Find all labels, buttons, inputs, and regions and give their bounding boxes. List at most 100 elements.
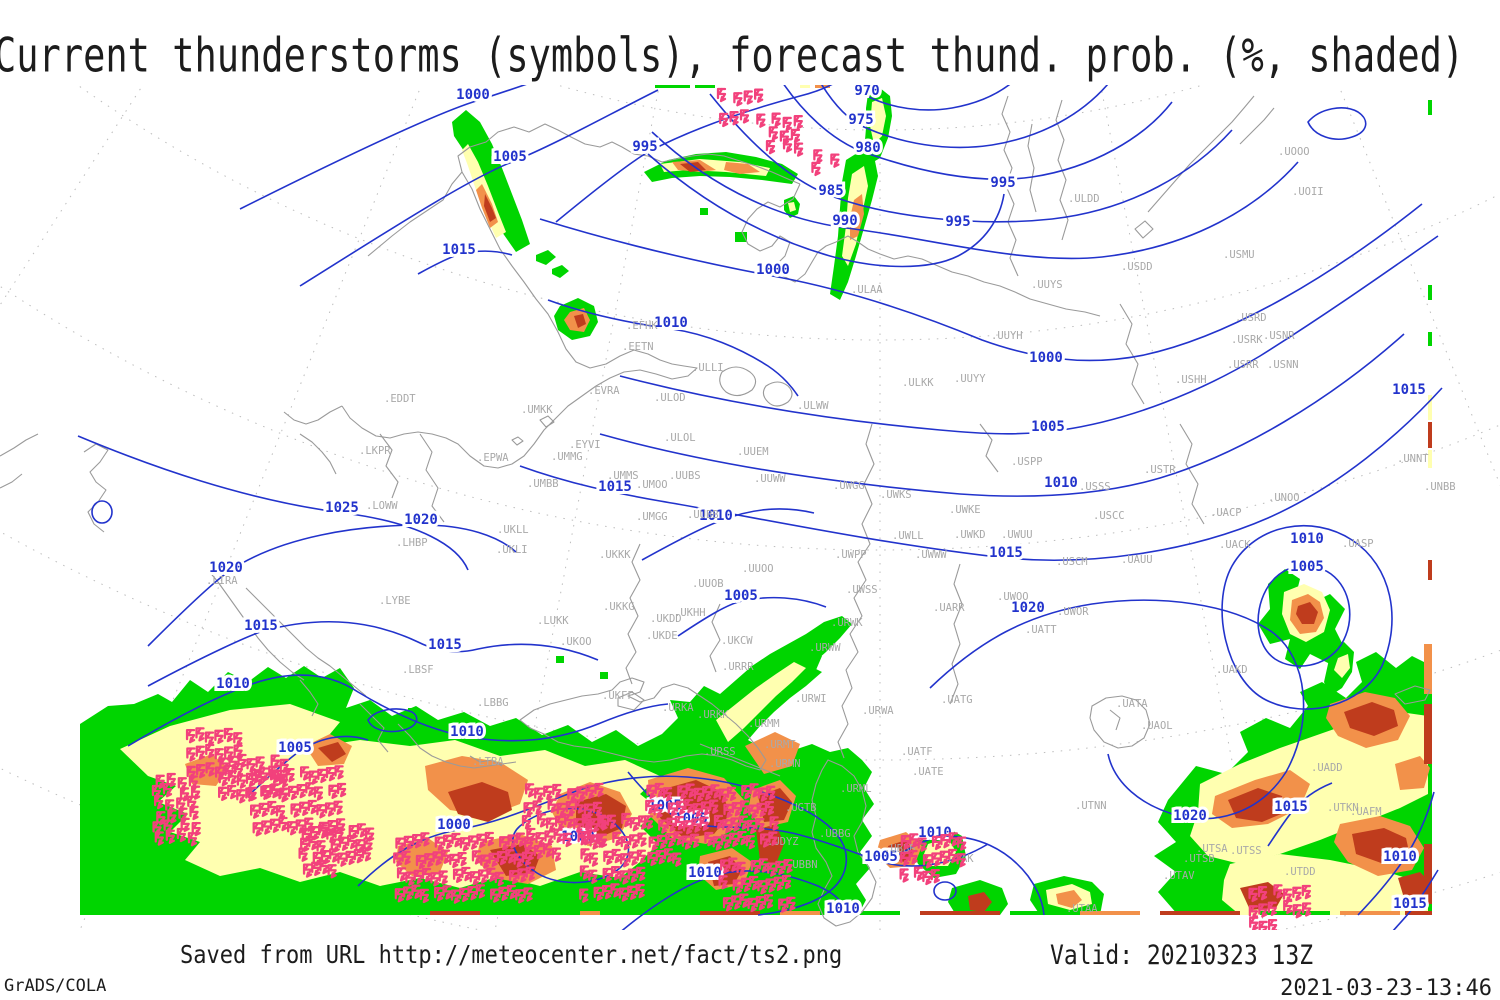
station-code: .UUEM	[737, 446, 769, 458]
station-code: .USRD	[1235, 312, 1267, 324]
station-code: .LIRA	[206, 575, 238, 587]
station-code: .ULLI	[692, 362, 724, 374]
timestamp-text: 2021-03-23-13:46	[1280, 976, 1492, 1000]
thunderstorm-symbol	[811, 161, 821, 177]
thunderstorm-symbol	[782, 116, 792, 132]
thunderstorm-symbol	[1258, 920, 1268, 930]
station-code: .LKPR	[359, 445, 391, 457]
station-code: .EPWA	[477, 452, 509, 464]
isobar-label: 1015	[442, 242, 476, 258]
station-code: .URMT	[764, 739, 796, 751]
station-code: .UWGG	[833, 480, 865, 492]
station-code: .UTKN	[1327, 802, 1359, 814]
thunderstorm-symbol	[1249, 916, 1259, 930]
station-code: .USCM	[1056, 556, 1088, 568]
isobar-label: 1015	[1392, 382, 1426, 398]
thunderstorm-symbol	[743, 90, 753, 105]
station-code: .UWWW	[915, 549, 947, 561]
station-code: .UWUU	[1001, 529, 1033, 541]
station-code: .UARR	[933, 602, 965, 614]
station-code: .ULAA	[851, 284, 883, 296]
station-code: .USNN	[1267, 359, 1299, 371]
isobar-label: 1020	[404, 512, 438, 528]
grads-credit-text: GrADS/COLA	[4, 976, 107, 996]
station-code: .URRR	[722, 661, 754, 673]
isobar-label-layer: 1000 1005 995 970 975 980 985 990 995 995 1015 1000…	[206, 85, 1430, 920]
station-code: .UKDE	[646, 630, 678, 642]
station-code: .UAUU	[1121, 554, 1153, 566]
station-code: .UNNT	[1397, 453, 1429, 465]
isobar-label: 1015	[1393, 896, 1427, 912]
station-code: .UWKD	[954, 529, 986, 541]
station-code: .LUKK	[537, 615, 569, 627]
station-code: .EETN	[622, 341, 654, 353]
isobar-label: 1005	[864, 849, 898, 865]
thunderstorm-symbol	[754, 88, 764, 103]
station-code: .ULOL	[664, 432, 696, 444]
station-code: .USRR	[1227, 359, 1259, 371]
station-code: .USRK	[1231, 334, 1263, 346]
shading-domain-edge	[360, 85, 1432, 915]
thunderstorm-symbol	[756, 113, 766, 128]
station-code: .UWOR	[1057, 606, 1089, 618]
thunderstorm-symbol	[913, 866, 924, 881]
station-code: .UMMS	[607, 470, 639, 482]
station-code: .EVRA	[588, 385, 620, 397]
coastline-layer	[0, 95, 1431, 927]
station-code: .USDD	[1121, 261, 1153, 273]
isobar-label: 1000	[437, 817, 471, 833]
station-code: .URSS	[704, 746, 736, 758]
weather-map: 1000 1005 995 970 975 980 985 990 995 995 1015 1000…	[0, 85, 1500, 930]
thunderstorm-symbol	[1267, 919, 1278, 930]
station-code: .UACP	[1210, 507, 1242, 519]
station-code: .UKCW	[721, 635, 753, 647]
station-code: .UAFM	[1350, 806, 1382, 818]
station-code: .ULKK	[902, 377, 934, 389]
station-code: .UKKG	[603, 601, 635, 613]
thunderstorm-symbol	[899, 868, 909, 883]
thunderstorm-symbol	[771, 112, 781, 127]
station-code: .UKKK	[599, 549, 631, 561]
isobar-label: 990	[832, 213, 857, 229]
station-code: .UWKE	[949, 504, 981, 516]
station-code: .UATF	[901, 746, 933, 758]
isobar-label: 1000	[1029, 350, 1063, 366]
isobar-label: 1015	[598, 479, 632, 495]
station-code: .USHH	[1175, 374, 1207, 386]
isobar-label: 1005	[1290, 559, 1324, 575]
station-code: .UACK	[1219, 539, 1251, 551]
isobar-label: 1010	[216, 676, 250, 692]
thunderstorm-symbol	[793, 115, 803, 130]
station-code: .UTSS	[1230, 845, 1262, 857]
station-code: .UGTB	[785, 802, 817, 814]
station-code: .URWK	[831, 617, 863, 629]
isobar-label: 1005	[724, 588, 758, 604]
station-code: .URKK	[697, 709, 729, 721]
station-code: .UWSS	[846, 584, 878, 596]
thunderstorm-symbol	[765, 139, 776, 155]
station-code: .URWI	[795, 693, 827, 705]
thunderstorm-symbol	[782, 138, 793, 153]
station-code: .UUBB	[687, 509, 719, 521]
valid-time-text: Valid: 20210323 13Z	[1050, 941, 1314, 971]
station-code: .UUOO	[742, 563, 774, 575]
station-code: .UKLL	[497, 524, 529, 536]
isobar-label: 980	[855, 140, 880, 156]
isobar-label: 970	[854, 85, 879, 99]
thunderstorm-symbol	[733, 92, 743, 107]
station-code: .UNBB	[1424, 481, 1456, 493]
thunderstorm-symbol	[790, 128, 801, 144]
station-code: .UTSB	[1183, 853, 1215, 865]
station-code: .USCC	[1093, 510, 1125, 522]
station-code: .UMOO	[636, 479, 668, 491]
thunderstorm-symbol	[793, 142, 804, 157]
station-code: .UADD	[1311, 762, 1343, 774]
station-code: .UAOL	[1141, 720, 1173, 732]
station-code: .UBBB	[884, 843, 916, 855]
isobar-label: 1025	[325, 500, 359, 516]
isobar-label: 1005	[1031, 419, 1065, 435]
isobar-label: 1010	[1290, 531, 1324, 547]
station-code: .LBBG	[477, 697, 509, 709]
thunderstorm-symbol	[729, 111, 739, 126]
station-code: .UMKK	[521, 404, 553, 416]
